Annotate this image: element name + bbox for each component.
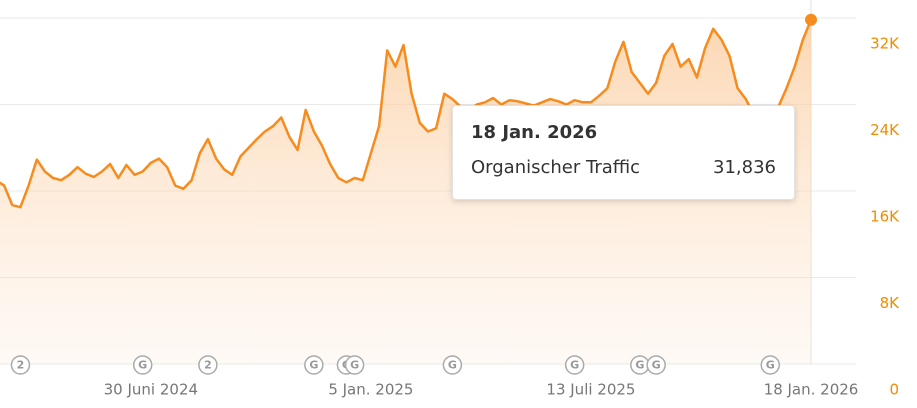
y-tick-label: 8K xyxy=(880,294,901,312)
tooltip-row: Organischer Traffic 31,836 xyxy=(471,157,776,178)
annotation-label: G xyxy=(350,359,359,372)
annotation-label: G xyxy=(766,359,775,372)
annotation-label: G xyxy=(652,359,661,372)
tooltip-value: 31,836 xyxy=(713,157,776,178)
annotation-label: 2 xyxy=(204,359,212,372)
annotation-circle xyxy=(442,355,463,375)
annotation-marker: G xyxy=(564,355,585,375)
annotation-label: G xyxy=(309,359,318,372)
annotation-marker: G xyxy=(304,355,324,375)
hover-point xyxy=(805,13,817,26)
annotation-label: G xyxy=(635,359,644,372)
tooltip-date: 18 Jan. 2026 xyxy=(471,122,598,143)
annotation-circle xyxy=(646,355,666,375)
line xyxy=(0,19,813,209)
annotation-label: G xyxy=(448,359,457,372)
y-tick-label: 0 xyxy=(889,381,899,399)
annotation-marker: G xyxy=(630,355,650,375)
annotation-marker: G xyxy=(442,355,463,375)
y-tick-label: 16K xyxy=(870,208,900,226)
annotation-marker: 2 xyxy=(10,355,31,375)
annotation-label: 2 xyxy=(17,359,25,372)
annotation-marker: G xyxy=(344,355,365,375)
annotation-label: G xyxy=(138,359,147,372)
annotation-circle xyxy=(132,355,153,375)
labels: 0 8K 16K 24K 32K 30 Juni 2024 5 Jan. 2025 13 Ju… xyxy=(10,35,901,399)
tooltip: 18 Jan. 2026 Organischer Traffic 31,836 xyxy=(452,105,795,200)
y-tick-label: 32K xyxy=(870,35,900,53)
x-tick-label: 5 Jan. 2025 xyxy=(328,381,413,399)
annotation-circle xyxy=(344,355,365,375)
annotation-circle xyxy=(198,355,218,375)
tooltip-series: Organischer Traffic xyxy=(471,157,641,178)
annotation-circle xyxy=(304,355,324,375)
x-tick-label: 18 Jan. 2026 xyxy=(764,381,859,399)
annotation-marker: 2 xyxy=(198,355,218,375)
annotation-marker: G xyxy=(132,355,153,375)
annotation-marker: G xyxy=(760,355,780,375)
x-tick-label: 13 Juli 2025 xyxy=(546,381,635,399)
annotation-circle xyxy=(760,355,780,375)
x-tick-label: 30 Juni 2024 xyxy=(104,381,198,399)
annotation-circle xyxy=(10,355,31,375)
annotation-marker: G xyxy=(646,355,666,375)
annotation-label: G xyxy=(570,359,579,372)
annotation-circle xyxy=(564,355,585,375)
y-tick-label: 24K xyxy=(870,121,900,139)
